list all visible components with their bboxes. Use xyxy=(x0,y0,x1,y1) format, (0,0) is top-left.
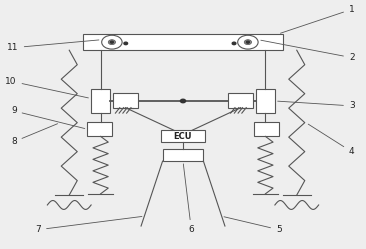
Text: ECU: ECU xyxy=(174,132,192,141)
Circle shape xyxy=(244,40,251,45)
Circle shape xyxy=(232,42,236,45)
Bar xyxy=(87,122,112,136)
Text: 9: 9 xyxy=(11,106,85,128)
Text: 4: 4 xyxy=(308,124,355,156)
Text: 2: 2 xyxy=(261,40,355,62)
Text: 6: 6 xyxy=(183,164,194,234)
Text: 3: 3 xyxy=(278,101,355,110)
Bar xyxy=(256,89,275,113)
Text: 10: 10 xyxy=(5,77,89,98)
Text: 11: 11 xyxy=(7,40,99,52)
Text: 5: 5 xyxy=(224,217,282,234)
Text: 8: 8 xyxy=(11,124,57,146)
Text: 1: 1 xyxy=(280,5,355,33)
Bar xyxy=(113,93,138,108)
Circle shape xyxy=(180,99,186,103)
Text: 7: 7 xyxy=(36,216,142,234)
Circle shape xyxy=(108,40,116,45)
Circle shape xyxy=(246,41,249,43)
Bar xyxy=(228,93,253,108)
Circle shape xyxy=(124,42,128,45)
Circle shape xyxy=(111,41,113,43)
Bar xyxy=(163,149,203,161)
Bar xyxy=(91,89,110,113)
Bar xyxy=(83,34,283,50)
Circle shape xyxy=(102,35,122,49)
Circle shape xyxy=(238,35,258,49)
Bar xyxy=(254,122,279,136)
Bar xyxy=(161,130,205,142)
